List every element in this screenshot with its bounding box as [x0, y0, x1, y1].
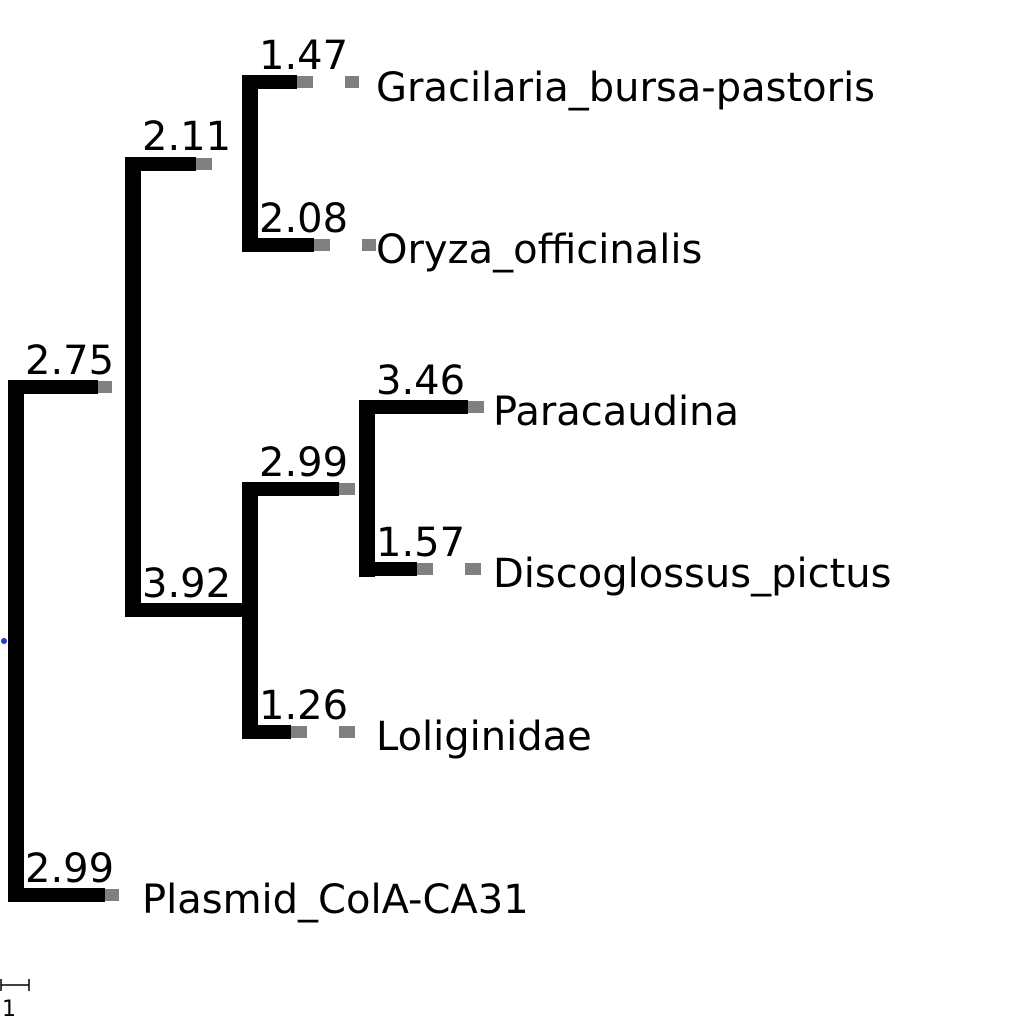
branch-length-label: 2.11 [142, 114, 231, 160]
discoglossus-node-mark [417, 563, 433, 575]
leaf-label: Discoglossus_pictus [493, 551, 891, 597]
branch-length-label: 2.99 [25, 846, 114, 892]
paracaudina-branch [359, 400, 468, 414]
discoglossus-leaf-mark [465, 563, 481, 575]
loliginidae-node-mark [291, 726, 307, 738]
loliginidae-branch [242, 725, 291, 739]
leaf-label: Plasmid_ColA-CA31 [142, 877, 529, 923]
branch-length-label: 1.57 [376, 520, 465, 566]
gracilaria-branch [242, 75, 297, 89]
cladeD-node-mark [339, 483, 355, 495]
scale-bar-label: 1 [2, 997, 16, 1022]
cladeA-vertical [242, 75, 258, 252]
branch-length-label: 2.99 [259, 440, 348, 486]
discoglossus-branch [359, 562, 417, 576]
leaf-label: Oryza_officinalis [376, 227, 702, 273]
cladeD-vertical [359, 400, 375, 577]
branch-length-label: 3.46 [376, 358, 465, 404]
scale-bar: 1 [0, 979, 30, 1022]
cladeB-vertical [242, 482, 258, 739]
branch-length-label: 2.75 [25, 338, 114, 384]
leaf-leader-marks [1, 76, 484, 901]
tree-labels: 1.47 2.11 2.08 2.75 3.46 2.99 1.57 3.92 1.26 2.99… [25, 33, 891, 923]
leaf-label: Loliginidae [376, 714, 592, 760]
branch-length-label: 1.47 [259, 33, 348, 79]
cladeA-branch [125, 157, 196, 171]
gracilaria-leaf-mark [345, 76, 359, 88]
root-vertical [8, 380, 24, 902]
paracaudina-end-mark [468, 401, 484, 413]
branch-length-label: 2.08 [259, 196, 348, 242]
plasmid-end-mark [105, 889, 119, 901]
loliginidae-leaf-mark [339, 726, 355, 738]
cladeD-branch [242, 482, 339, 496]
cladeA-node-mark [196, 158, 212, 170]
gracilaria-node-mark [297, 76, 313, 88]
ingroup-branch [8, 380, 98, 394]
tree-branches [8, 75, 468, 902]
leaf-label: Paracaudina [493, 389, 739, 435]
oryza-node-mark [314, 239, 330, 251]
cladeB-branch [125, 603, 245, 617]
leaf-label: Gracilaria_bursa-pastoris [376, 65, 875, 111]
root-marker [1, 638, 7, 644]
oryza-leaf-mark [362, 239, 376, 251]
branch-length-label: 1.26 [259, 683, 348, 729]
oryza-branch [242, 238, 314, 252]
ingroup-node-mark [98, 381, 112, 393]
plasmid-branch [8, 888, 105, 902]
branch-length-label: 3.92 [142, 561, 231, 607]
ingroup-vertical [125, 157, 141, 617]
